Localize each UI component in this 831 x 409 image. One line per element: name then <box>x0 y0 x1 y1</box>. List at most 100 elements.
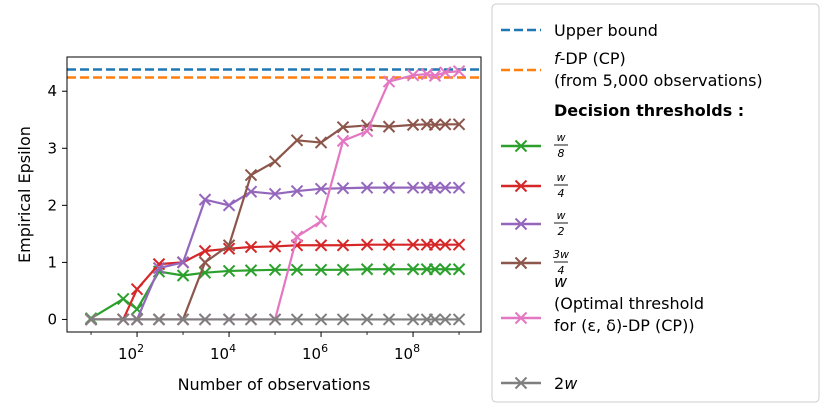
data-point-w-10 <box>314 215 328 228</box>
data-point-w8-11 <box>336 263 350 277</box>
legend-label-w2x-0: 2w <box>554 374 578 393</box>
series-line-w4 <box>91 243 460 321</box>
x-axis-label: Number of observations <box>178 375 371 394</box>
legend-handle-w34-marker <box>514 256 528 270</box>
data-point-w4-7 <box>244 240 258 254</box>
data-point-w8-12 <box>360 263 374 276</box>
data-point-w-11 <box>336 134 350 148</box>
data-point-w-13 <box>382 75 396 88</box>
data-point-w2x-6 <box>222 313 236 326</box>
data-point-w2-13 <box>382 181 396 194</box>
legend-label-w-1: (Optimal threshold <box>554 294 704 313</box>
plot-frame <box>66 56 482 333</box>
data-point-w4-10 <box>314 239 328 252</box>
legend-label-fdp: f-DP (CP) <box>554 49 626 68</box>
legend-label-w-2: for (ε, δ)-DP (CP)) <box>554 316 695 335</box>
legend-handle-w2-marker <box>514 217 528 231</box>
data-point-w2-10 <box>314 182 328 196</box>
data-point-w2x-10 <box>314 313 328 326</box>
data-point-w2x-9 <box>290 313 304 326</box>
data-point-w2x-5 <box>198 313 212 326</box>
data-point-w8-1 <box>116 292 130 306</box>
data-point-w2x-11 <box>336 313 350 326</box>
legend-handle-w8 <box>501 139 541 153</box>
data-point-w2x-2 <box>130 313 144 326</box>
data-point-w8-13 <box>382 263 396 276</box>
data-point-w2-18 <box>452 181 466 194</box>
data-point-w4-2 <box>130 283 144 296</box>
series-markers-w <box>84 65 466 326</box>
legend-frac-num-w2: w <box>557 209 566 222</box>
data-point-w4-17 <box>438 238 452 251</box>
legend-handle-w8-marker <box>514 139 528 153</box>
legend-handle-w2x-marker <box>514 376 528 390</box>
legend-label-fdp-line2: (from 5,000 observations) <box>554 71 763 90</box>
data-point-w34-8 <box>268 155 282 168</box>
legend-frac-den-w4: 4 <box>558 187 565 200</box>
series-markers-w2 <box>84 181 466 326</box>
series-line-w <box>91 70 460 321</box>
data-point-w8-7 <box>244 264 258 277</box>
legend-handle-w34 <box>501 256 541 270</box>
data-point-w2-16 <box>428 181 442 194</box>
y-tick-label-1: 1 <box>47 253 57 271</box>
data-point-w34-14 <box>406 118 420 132</box>
data-point-w8-17 <box>438 263 452 276</box>
data-point-w2-5 <box>198 193 212 206</box>
legend: Upper bound f-DP (CP) (from 5,000 observat… <box>491 3 820 403</box>
data-point-w34-11 <box>336 120 350 134</box>
legend-handle-w4-marker <box>514 179 528 193</box>
series-markers-w2x <box>84 313 466 326</box>
data-point-w34-10 <box>314 136 328 149</box>
data-point-w2x-1 <box>116 313 130 326</box>
data-point-w2x-18 <box>452 313 466 326</box>
legend-label-upper-bound: Upper bound <box>554 21 658 40</box>
legend-handle-w-marker <box>514 311 528 325</box>
axes: 0 1 2 3 4 102 104 106 108 Number of observations E… <box>15 56 482 394</box>
data-point-w-9 <box>290 230 304 243</box>
data-point-w34-9 <box>290 134 304 147</box>
y-tick-label-3: 3 <box>47 139 57 157</box>
x-tick-label-3: 108 <box>394 342 420 363</box>
x-tick-label-0: 102 <box>118 342 144 363</box>
legend-frac-num-w8: w <box>557 131 566 144</box>
data-point-w2x-3 <box>152 313 166 326</box>
data-point-w8-4 <box>176 269 190 282</box>
series-line-w34 <box>91 123 460 321</box>
series-line-w8 <box>90 268 460 320</box>
data-point-w-14 <box>406 69 420 82</box>
x-tick-label-2: 106 <box>302 342 328 363</box>
data-point-w8-9 <box>290 263 304 277</box>
legend-label-w-0: w <box>554 272 568 291</box>
data-point-w4-12 <box>360 238 374 251</box>
data-point-w4-11 <box>336 239 350 252</box>
data-point-w8-8 <box>268 263 282 277</box>
data-point-w2x-13 <box>382 313 396 326</box>
legend-heading: Decision thresholds : <box>554 101 744 120</box>
y-tick-label-2: 2 <box>47 196 57 214</box>
data-point-w2x-7 <box>244 313 258 326</box>
data-point-w2x-12 <box>360 313 374 326</box>
series-line-w2 <box>91 186 460 321</box>
data-point-w34-13 <box>382 120 396 133</box>
data-point-w2-6 <box>222 199 236 212</box>
data-point-w8-16 <box>428 263 442 276</box>
y-tick-label-4: 4 <box>47 82 57 100</box>
data-point-w4-14 <box>406 238 420 251</box>
data-point-w8-18 <box>452 263 466 276</box>
data-point-w34-16 <box>428 118 442 132</box>
data-point-w4-18 <box>452 238 466 251</box>
legend-frac-den-w34: 4 <box>558 264 565 277</box>
data-point-w4-8 <box>268 240 282 253</box>
x-tick-label-1: 104 <box>210 342 236 363</box>
data-point-w34-5 <box>198 256 212 269</box>
data-point-w2x-8 <box>268 313 282 326</box>
data-point-w2-14 <box>406 181 420 194</box>
legend-handle-w2 <box>501 217 541 231</box>
data-point-w-18 <box>452 65 466 78</box>
data-point-w2-12 <box>360 181 374 194</box>
data-point-w2-11 <box>336 182 350 195</box>
legend-handle-w <box>501 311 541 325</box>
data-point-w4-6 <box>222 242 236 255</box>
